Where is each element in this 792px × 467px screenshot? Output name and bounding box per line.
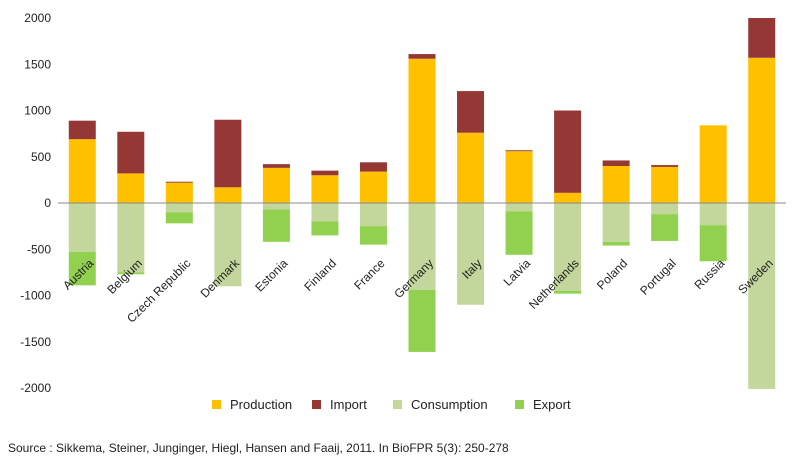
category-label: Latvia: [501, 256, 534, 289]
legend-swatch-import: [312, 400, 321, 409]
legend-swatch-production: [212, 400, 221, 409]
bar-import-belgium: [117, 131, 145, 174]
category-label: Portugal: [637, 256, 679, 298]
y-tick-label: 0: [44, 196, 51, 210]
bar-production-latvia: [505, 151, 533, 203]
category-label: Estonia: [252, 256, 290, 294]
y-tick-label: 1500: [24, 57, 51, 71]
bar-consumption-sweden: [748, 203, 776, 389]
y-tick-label: 2000: [24, 11, 51, 25]
category-label: Finland: [301, 256, 339, 294]
bar-import-estonia: [262, 164, 290, 168]
category-label: Poland: [594, 256, 630, 292]
bar-consumption-belgium: [117, 203, 145, 273]
bar-import-latvia: [505, 150, 533, 152]
bar-consumption-france: [359, 203, 387, 227]
legend-label-production: Production: [230, 397, 292, 412]
bar-production-sweden: [748, 57, 776, 203]
bar-export-portugal: [651, 214, 679, 241]
bar-import-portugal: [651, 165, 679, 167]
bar-import-austria: [68, 120, 96, 140]
bar-export-russia: [699, 225, 727, 262]
bar-import-netherlands: [554, 110, 582, 193]
bar-export-finland: [311, 221, 339, 236]
bar-consumption-latvia: [505, 203, 533, 212]
bar-production-poland: [602, 166, 630, 203]
bar-export-austria: [68, 252, 96, 286]
legend-swatch-export: [515, 400, 524, 409]
bar-import-france: [359, 162, 387, 172]
bar-production-czech-republic: [165, 182, 193, 203]
category-label: France: [351, 256, 388, 293]
bar-consumption-russia: [699, 203, 727, 226]
bar-export-estonia: [262, 209, 290, 242]
bar-consumption-czech-republic: [165, 203, 193, 213]
bar-consumption-estonia: [262, 203, 290, 210]
bar-export-poland: [602, 241, 630, 246]
bar-import-sweden: [748, 18, 776, 58]
bar-export-netherlands: [554, 290, 582, 294]
bar-import-germany: [408, 54, 436, 59]
legend-swatch-consumption: [393, 400, 402, 409]
bar-consumption-italy: [457, 203, 485, 305]
bar-export-france: [359, 226, 387, 245]
bar-consumption-germany: [408, 203, 436, 290]
legend-label-consumption: Consumption: [411, 397, 488, 412]
bar-import-poland: [602, 160, 630, 166]
legend: Production Import Consumption Export: [212, 397, 571, 412]
bar-production-italy: [457, 132, 485, 203]
bar-production-russia: [699, 125, 727, 203]
bar-consumption-austria: [68, 203, 96, 253]
category-label: Russia: [691, 256, 727, 292]
bar-import-italy: [457, 91, 485, 133]
y-tick-label: 1000: [24, 104, 51, 118]
bar-production-netherlands: [554, 192, 582, 203]
bar-production-estonia: [262, 167, 290, 203]
y-tick-label: -1000: [20, 289, 51, 303]
bar-import-finland: [311, 170, 339, 176]
y-tick-label: -2000: [20, 381, 51, 395]
legend-label-import: Import: [330, 397, 367, 412]
bar-export-germany: [408, 289, 436, 352]
bar-production-austria: [68, 139, 96, 203]
bar-production-belgium: [117, 173, 145, 203]
bar-export-belgium: [117, 272, 145, 275]
bar-export-czech-republic: [165, 212, 193, 224]
bar-production-germany: [408, 58, 436, 204]
bar-production-denmark: [214, 187, 242, 203]
bar-import-denmark: [214, 119, 242, 188]
legend-label-export: Export: [533, 397, 571, 412]
y-tick-label: -500: [27, 242, 51, 256]
bar-consumption-finland: [311, 203, 339, 222]
bar-production-france: [359, 171, 387, 203]
bar-production-portugal: [651, 166, 679, 203]
y-tick-label: 500: [31, 150, 51, 164]
bar-consumption-denmark: [214, 203, 242, 287]
bar-consumption-portugal: [651, 203, 679, 215]
bar-import-czech-republic: [165, 181, 193, 183]
source-citation: Source : Sikkema, Steiner, Junginger, Hi…: [8, 441, 509, 455]
y-axis-ticks: 2000 1500 1000 500 0 -500 -1000 -1500 -2000: [20, 11, 51, 395]
bar-consumption-poland: [602, 203, 630, 242]
y-tick-label: -1500: [20, 335, 51, 349]
bars: [68, 18, 776, 389]
bar-export-latvia: [505, 211, 533, 255]
bar-consumption-netherlands: [554, 203, 582, 291]
bar-production-finland: [311, 175, 339, 203]
